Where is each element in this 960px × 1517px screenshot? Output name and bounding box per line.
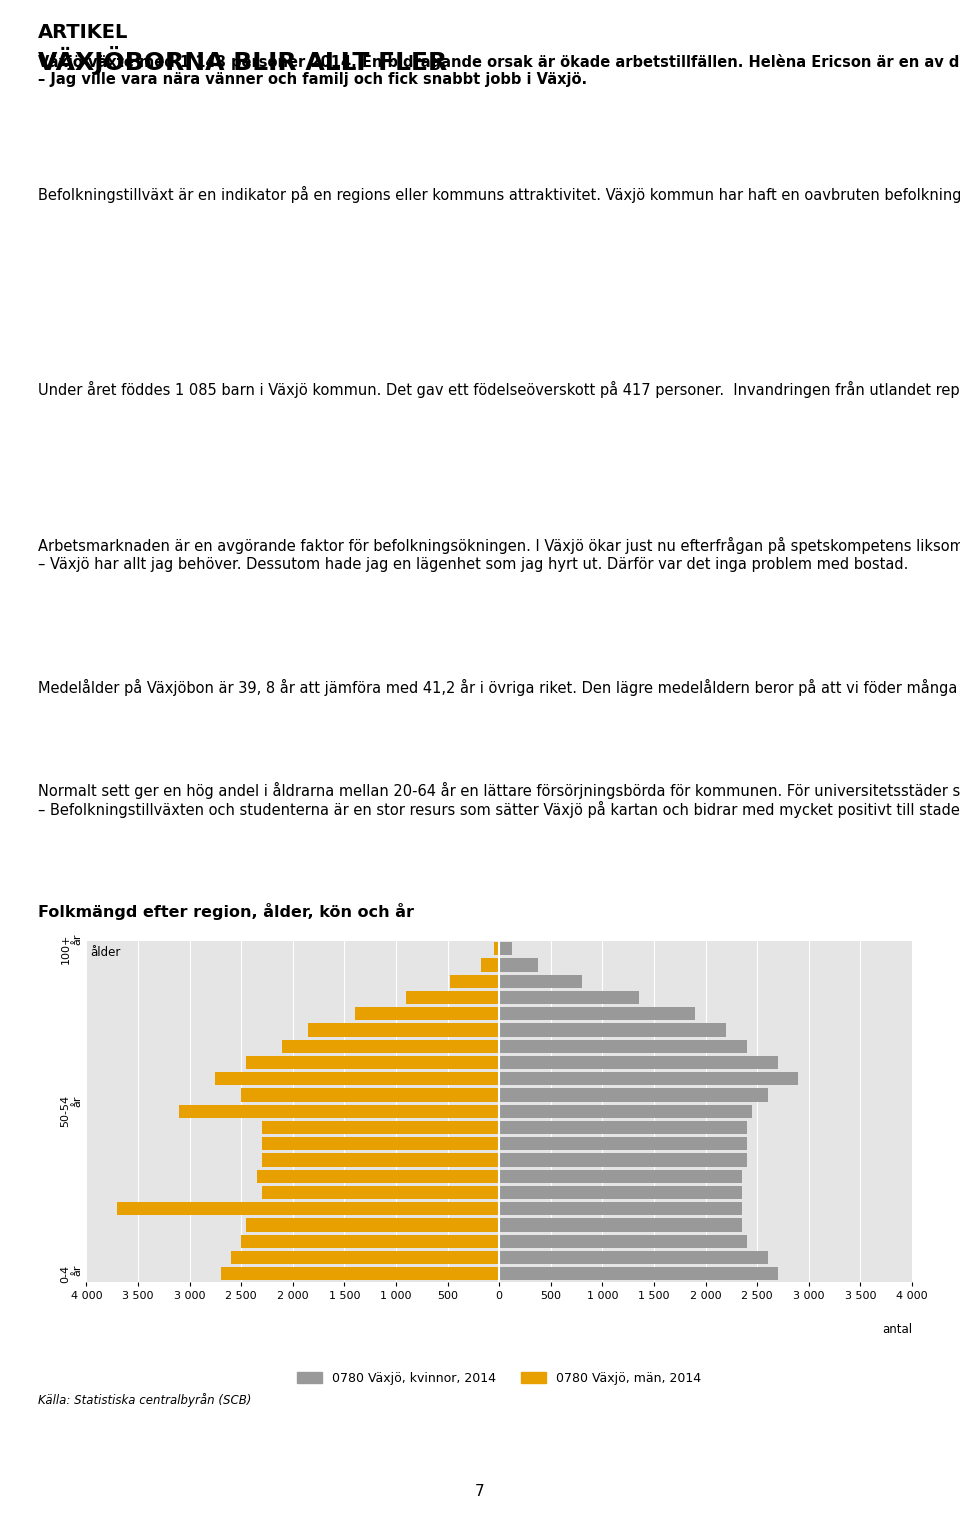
Bar bbox=[262, 1153, 499, 1167]
Bar bbox=[499, 974, 582, 988]
Bar bbox=[499, 1170, 742, 1183]
Bar bbox=[241, 1088, 499, 1101]
Text: Befolkningstillväxt är en indikator på en regions eller kommuns attraktivitet. V: Befolkningstillväxt är en indikator på e… bbox=[38, 187, 960, 203]
Bar bbox=[499, 942, 512, 956]
Text: ålder: ålder bbox=[90, 945, 121, 959]
Bar bbox=[499, 1186, 742, 1198]
Bar bbox=[247, 1056, 499, 1069]
Bar bbox=[262, 1186, 499, 1198]
Bar bbox=[499, 1039, 747, 1053]
Bar bbox=[494, 942, 499, 956]
Bar bbox=[499, 1104, 752, 1118]
Bar bbox=[499, 1088, 768, 1101]
Bar bbox=[180, 1104, 499, 1118]
Bar bbox=[215, 1073, 499, 1085]
Text: 7: 7 bbox=[475, 1484, 485, 1499]
Text: VÄXJÖBORNA BLIR ALLT FLER: VÄXJÖBORNA BLIR ALLT FLER bbox=[38, 46, 447, 74]
Bar bbox=[481, 959, 499, 971]
Bar bbox=[499, 1267, 778, 1280]
Bar bbox=[499, 1201, 742, 1215]
Legend: 0780 Växjö, kvinnor, 2014, 0780 Växjö, män, 2014: 0780 Växjö, kvinnor, 2014, 0780 Växjö, m… bbox=[298, 1371, 701, 1385]
Bar bbox=[499, 1121, 747, 1135]
Bar bbox=[355, 1007, 499, 1021]
Bar bbox=[499, 1056, 778, 1069]
Bar bbox=[499, 1007, 695, 1021]
Bar bbox=[499, 1218, 742, 1232]
Bar bbox=[499, 1138, 747, 1150]
Bar bbox=[117, 1201, 499, 1215]
Bar bbox=[499, 1252, 768, 1264]
Bar bbox=[247, 1218, 499, 1232]
Bar bbox=[241, 1235, 499, 1248]
Text: Växjö växte med 1 148 personer 2014. En bidragande orsak är ökade arbetstillfäll: Växjö växte med 1 148 personer 2014. En … bbox=[38, 53, 960, 88]
Text: Medelålder på Växjöbon är 39, 8 år att jämföra med 41,2 år i övriga riket. Den l: Medelålder på Växjöbon är 39, 8 år att j… bbox=[38, 678, 960, 696]
Bar bbox=[282, 1039, 499, 1053]
Text: Källa: Statistiska centralbyrån (SCB): Källa: Statistiska centralbyrån (SCB) bbox=[38, 1393, 252, 1406]
Bar bbox=[499, 991, 638, 1004]
Bar bbox=[499, 1235, 747, 1248]
Bar bbox=[499, 959, 539, 971]
Bar bbox=[221, 1267, 499, 1280]
Bar bbox=[406, 991, 499, 1004]
Bar bbox=[499, 1073, 799, 1085]
Bar bbox=[256, 1170, 499, 1183]
Text: Under året föddes 1 085 barn i Växjö kommun. Det gav ett födelseöverskott på 417: Under året föddes 1 085 barn i Växjö kom… bbox=[38, 381, 960, 397]
Bar bbox=[262, 1138, 499, 1150]
Text: ARTIKEL: ARTIKEL bbox=[38, 23, 129, 42]
Bar bbox=[499, 1153, 747, 1167]
Bar bbox=[262, 1121, 499, 1135]
Bar bbox=[308, 1024, 499, 1036]
Bar bbox=[230, 1252, 499, 1264]
Bar bbox=[449, 974, 499, 988]
Text: Folkmängd efter region, ålder, kön och år: Folkmängd efter region, ålder, kön och å… bbox=[38, 903, 415, 919]
Text: antal: antal bbox=[882, 1323, 912, 1336]
Text: Normalt sett ger en hög andel i åldrarna mellan 20-64 år en lättare försörjnings: Normalt sett ger en hög andel i åldrarna… bbox=[38, 781, 960, 819]
Bar bbox=[499, 1024, 726, 1036]
Text: Arbetsmarknaden är en avgörande faktor för befolkningsökningen. I Växjö ökar jus: Arbetsmarknaden är en avgörande faktor f… bbox=[38, 537, 960, 572]
